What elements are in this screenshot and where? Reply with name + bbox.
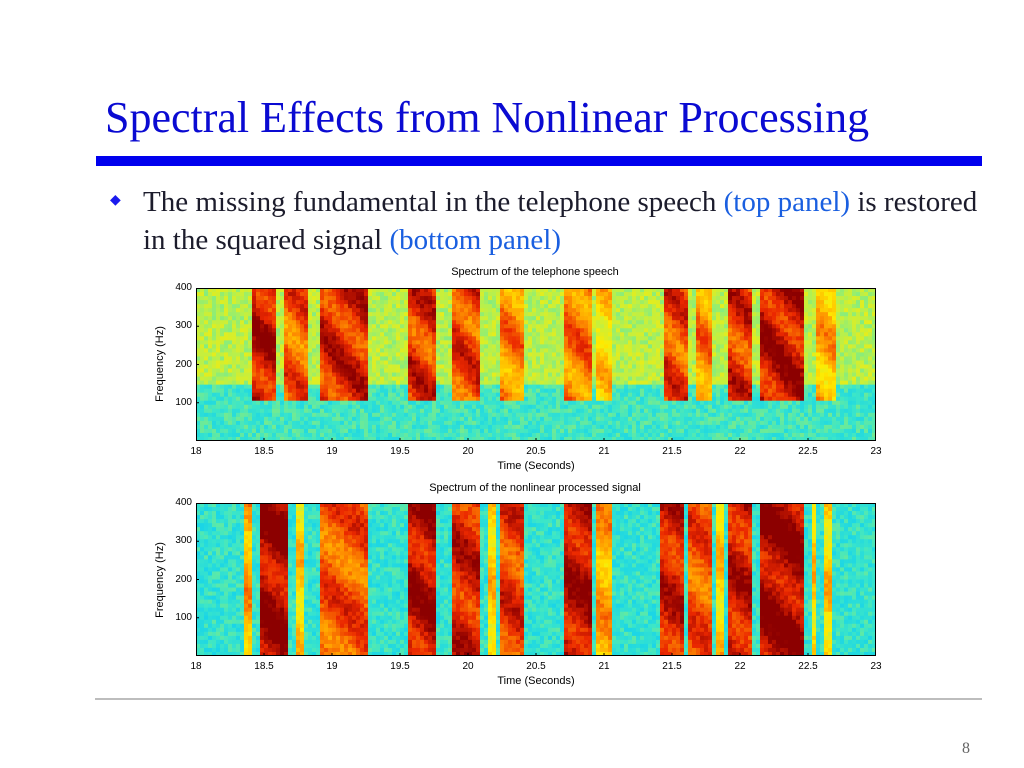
x-tick-label: 19 bbox=[326, 661, 338, 672]
x-tick-label: 21 bbox=[598, 446, 610, 457]
x-tick-label: 22.5 bbox=[798, 661, 818, 672]
x-tick-label: 21.5 bbox=[662, 446, 682, 457]
x-tick-label: 18.5 bbox=[254, 446, 274, 457]
x-tick-label: 21.5 bbox=[662, 661, 682, 672]
bullet-highlight-bottom-panel: (bottom panel) bbox=[389, 224, 561, 256]
y-tick-label: 300 bbox=[175, 320, 192, 332]
x-tick-label: 19.5 bbox=[390, 446, 410, 457]
bottom-panel-title: Spectrum of the nonlinear processed sign… bbox=[429, 482, 641, 494]
x-tick-label: 20 bbox=[462, 446, 474, 457]
x-tick-label: 20.5 bbox=[526, 661, 546, 672]
top-panel-xlabel: Time (Seconds) bbox=[497, 460, 575, 472]
y-tick-label: 300 bbox=[175, 535, 192, 547]
x-tick-label: 23 bbox=[870, 446, 882, 457]
x-tick-label: 22 bbox=[734, 446, 746, 457]
bottom-panel-xlabel: Time (Seconds) bbox=[497, 675, 575, 687]
spectrogram-cells bbox=[196, 288, 876, 441]
x-tick-label: 18 bbox=[190, 661, 202, 672]
x-tick-label: 22 bbox=[734, 661, 746, 672]
x-tick-label: 20 bbox=[462, 661, 474, 672]
x-tick-label: 21 bbox=[598, 661, 610, 672]
title-divider bbox=[96, 156, 982, 166]
page-number: 8 bbox=[962, 740, 970, 757]
y-tick-label: 200 bbox=[175, 573, 192, 585]
x-tick-label: 18 bbox=[190, 446, 202, 457]
bullet-text: The missing fundamental in the telephone… bbox=[143, 183, 993, 259]
spectrogram-cells bbox=[196, 503, 876, 656]
bottom-spectrogram bbox=[196, 503, 876, 656]
slide-title: Spectral Effects from Nonlinear Processi… bbox=[105, 93, 870, 142]
x-tick-label: 18.5 bbox=[254, 661, 274, 672]
y-tick-label: 400 bbox=[175, 497, 192, 508]
y-tick-label: 100 bbox=[175, 396, 192, 408]
x-tick-label: 19.5 bbox=[390, 661, 410, 672]
x-tick-label: 23 bbox=[870, 661, 882, 672]
y-tick-label: 100 bbox=[175, 611, 192, 623]
bullet-highlight-top-panel: (top panel) bbox=[723, 186, 851, 218]
top-panel-title: Spectrum of the telephone speech bbox=[451, 266, 619, 278]
bullet-text-part-2: is restored in the squared signal bbox=[143, 186, 978, 256]
y-tick-label: 200 bbox=[175, 358, 192, 370]
x-tick-label: 22.5 bbox=[798, 446, 818, 457]
bullet-diamond-icon: ◆ bbox=[110, 193, 121, 208]
x-tick-label: 19 bbox=[326, 446, 338, 457]
bullet-text-part-1: The missing fundamental in the telephone… bbox=[143, 186, 724, 218]
footer-divider bbox=[95, 698, 982, 700]
top-spectrogram bbox=[196, 288, 876, 441]
x-tick-label: 20.5 bbox=[526, 446, 546, 457]
y-tick-label: 400 bbox=[175, 282, 192, 293]
